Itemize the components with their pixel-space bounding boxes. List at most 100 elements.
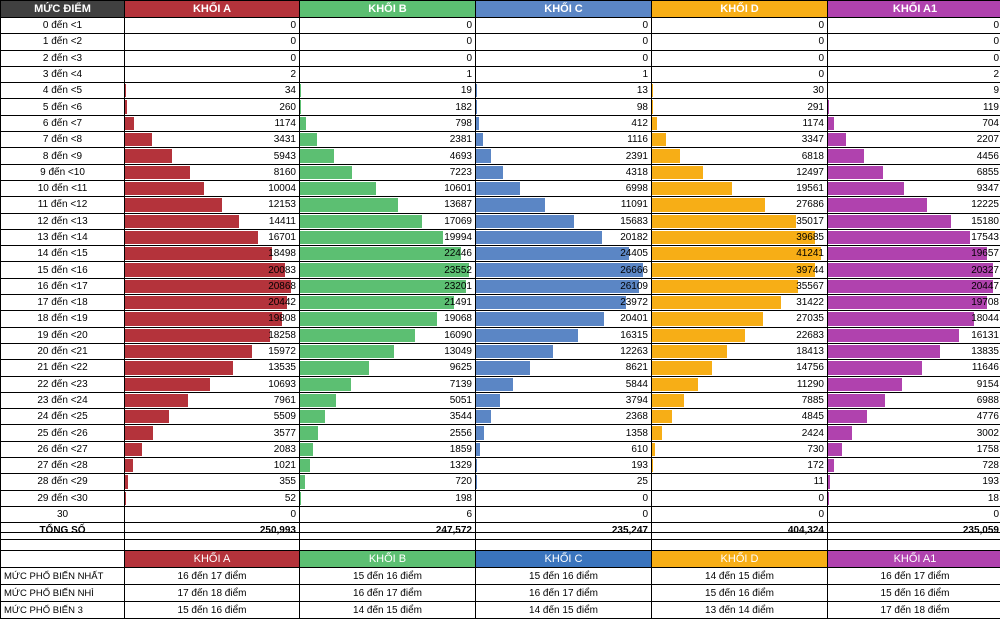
score-range-cell[interactable]: 17 đến <18 xyxy=(1,295,125,311)
block-a1-cell[interactable]: 2 xyxy=(828,66,1000,82)
block-d-cell[interactable]: 291 xyxy=(652,99,828,115)
block-a-cell[interactable]: 14411 xyxy=(125,213,300,229)
block-c-cell[interactable]: 0 xyxy=(476,18,652,34)
block-d-cell[interactable]: 35567 xyxy=(652,278,828,294)
block-c-cell[interactable]: 13 xyxy=(476,83,652,99)
block-a-cell[interactable]: 10004 xyxy=(125,180,300,196)
block-d-cell[interactable]: 14756 xyxy=(652,360,828,376)
block-c-cell[interactable]: 2368 xyxy=(476,409,652,425)
score-range-cell[interactable]: 8 đến <9 xyxy=(1,148,125,164)
block-c-cell[interactable]: 0 xyxy=(476,506,652,522)
block-a-cell[interactable]: 20442 xyxy=(125,295,300,311)
block-b-cell[interactable]: 13687 xyxy=(300,197,476,213)
empty-cell[interactable] xyxy=(300,533,476,551)
block-a1-cell[interactable]: 11646 xyxy=(828,360,1000,376)
score-range-cell[interactable]: 20 đến <21 xyxy=(1,343,125,359)
score-range-header[interactable]: MỨC ĐIỂM xyxy=(1,1,125,18)
block-a1-cell[interactable]: 1758 xyxy=(828,441,1000,457)
block-a-cell[interactable]: 2083 xyxy=(125,441,300,457)
score-range-cell[interactable]: 22 đến <23 xyxy=(1,376,125,392)
block-d-cell[interactable]: 1174 xyxy=(652,115,828,131)
block-d-cell[interactable]: 35017 xyxy=(652,213,828,229)
block-b-cell[interactable]: 1329 xyxy=(300,458,476,474)
summary-row-label[interactable]: MỨC PHỔ BIẾN 3 xyxy=(1,602,125,619)
block-b-cell[interactable]: 2381 xyxy=(300,132,476,148)
block-d-cell[interactable]: 39685 xyxy=(652,229,828,245)
block-b-cell[interactable]: 0 xyxy=(300,18,476,34)
block-c-cell[interactable]: 412 xyxy=(476,115,652,131)
block-a1-cell[interactable]: 119 xyxy=(828,99,1000,115)
block-b-cell[interactable]: 3544 xyxy=(300,409,476,425)
score-range-cell[interactable]: 3 đến <4 xyxy=(1,66,125,82)
block-a-cell[interactable]: 16701 xyxy=(125,229,300,245)
summary-block-d-header[interactable]: KHỐI D xyxy=(652,551,828,568)
block-a1-cell[interactable]: 728 xyxy=(828,458,1000,474)
block-b-cell[interactable]: 798 xyxy=(300,115,476,131)
block-a1-cell[interactable]: 20447 xyxy=(828,278,1000,294)
block-b-cell[interactable]: 0 xyxy=(300,34,476,50)
score-range-cell[interactable]: 21 đến <22 xyxy=(1,360,125,376)
block-c-cell[interactable]: 4318 xyxy=(476,164,652,180)
block-a1-cell[interactable]: 9154 xyxy=(828,376,1000,392)
block-c-cell[interactable]: 0 xyxy=(476,50,652,66)
block-b-cell[interactable]: 13049 xyxy=(300,343,476,359)
block-a-cell[interactable]: 10693 xyxy=(125,376,300,392)
block-a-cell[interactable]: 15972 xyxy=(125,343,300,359)
block-a-cell[interactable]: 2 xyxy=(125,66,300,82)
block-a-cell[interactable]: 34 xyxy=(125,83,300,99)
block-a1-cell[interactable]: 18044 xyxy=(828,311,1000,327)
block-a-cell[interactable]: 1174 xyxy=(125,115,300,131)
block-c-cell[interactable]: 20401 xyxy=(476,311,652,327)
empty-cell[interactable] xyxy=(1,533,125,551)
summary-block-d-cell[interactable]: 13 đến 14 điểm xyxy=(652,602,828,619)
score-range-cell[interactable]: 1 đến <2 xyxy=(1,34,125,50)
score-range-cell[interactable]: 15 đến <16 xyxy=(1,262,125,278)
block-a1-cell[interactable]: 12225 xyxy=(828,197,1000,213)
block-a-cell[interactable]: 18498 xyxy=(125,246,300,262)
score-range-cell[interactable]: 27 đến <28 xyxy=(1,458,125,474)
block-d-cell[interactable]: 6818 xyxy=(652,148,828,164)
block-d-cell[interactable]: 172 xyxy=(652,458,828,474)
score-range-cell[interactable]: 10 đến <11 xyxy=(1,180,125,196)
score-range-cell[interactable]: 26 đến <27 xyxy=(1,441,125,457)
block-b-cell[interactable]: 1859 xyxy=(300,441,476,457)
score-range-cell[interactable]: 13 đến <14 xyxy=(1,229,125,245)
score-range-cell[interactable]: 24 đến <25 xyxy=(1,409,125,425)
summary-block-c-header[interactable]: KHỐI C xyxy=(476,551,652,568)
block-a1-header[interactable]: KHỐI A1 xyxy=(828,1,1000,18)
block-d-cell[interactable]: 11 xyxy=(652,474,828,490)
block-c-cell[interactable]: 193 xyxy=(476,458,652,474)
score-range-cell[interactable]: 23 đến <24 xyxy=(1,392,125,408)
block-a1-cell[interactable]: 193 xyxy=(828,474,1000,490)
block-a-cell[interactable]: 52 xyxy=(125,490,300,506)
block-b-cell[interactable]: 720 xyxy=(300,474,476,490)
block-b-cell[interactable]: 1 xyxy=(300,66,476,82)
block-a1-cell[interactable]: 17543 xyxy=(828,229,1000,245)
block-a-cell[interactable]: 260 xyxy=(125,99,300,115)
block-b-cell[interactable]: 19068 xyxy=(300,311,476,327)
block-c-cell[interactable]: 11091 xyxy=(476,197,652,213)
block-b-cell[interactable]: 23552 xyxy=(300,262,476,278)
block-c-cell[interactable]: 26666 xyxy=(476,262,652,278)
block-b-cell[interactable]: 16090 xyxy=(300,327,476,343)
block-c-cell[interactable]: 6998 xyxy=(476,180,652,196)
block-a-cell[interactable]: 7961 xyxy=(125,392,300,408)
block-a1-cell[interactable]: 3002 xyxy=(828,425,1000,441)
block-d-cell[interactable]: 41241 xyxy=(652,246,828,262)
block-c-cell[interactable]: 3794 xyxy=(476,392,652,408)
block-d-cell[interactable]: 2424 xyxy=(652,425,828,441)
block-c-cell[interactable]: 1 xyxy=(476,66,652,82)
score-range-cell[interactable]: 14 đến <15 xyxy=(1,246,125,262)
summary-corner-cell[interactable] xyxy=(1,551,125,568)
block-b-cell[interactable]: 182 xyxy=(300,99,476,115)
score-range-cell[interactable]: 16 đến <17 xyxy=(1,278,125,294)
summary-block-a-cell[interactable]: 16 đến 17 điểm xyxy=(125,568,300,585)
block-d-cell[interactable]: 30 xyxy=(652,83,828,99)
block-a1-cell[interactable]: 15180 xyxy=(828,213,1000,229)
empty-cell[interactable] xyxy=(125,533,300,551)
block-b-cell[interactable]: 6 xyxy=(300,506,476,522)
block-d-cell[interactable]: 4845 xyxy=(652,409,828,425)
block-d-cell[interactable]: 0 xyxy=(652,490,828,506)
block-a-cell[interactable]: 1021 xyxy=(125,458,300,474)
block-c-cell[interactable]: 0 xyxy=(476,490,652,506)
